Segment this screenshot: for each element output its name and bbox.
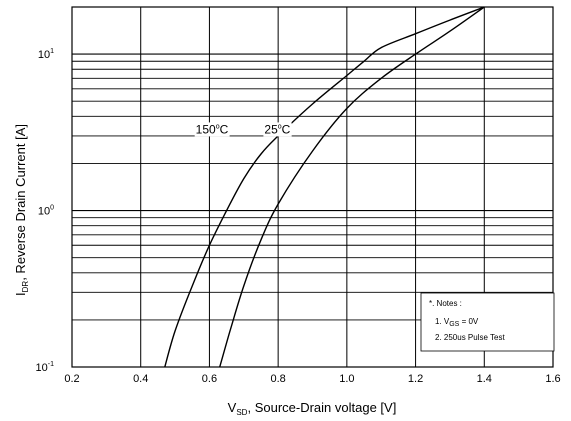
curve-label-0: 150oC — [194, 122, 230, 137]
x-tick-label: 0.8 — [270, 373, 285, 385]
x-tick-label: 0.6 — [202, 373, 217, 385]
x-tick-label: 1.4 — [477, 373, 492, 385]
x-axis-label-rest: , Source-Drain voltage [V] — [247, 400, 396, 415]
x-tick-labels: 0.2 0.4 0.6 0.8 1.0 1.2 1.4 1.6 — [64, 373, 560, 385]
y-tick-base: 10 — [36, 362, 48, 374]
notes-item-1-sub: GS — [449, 321, 459, 328]
notes-item-1-rest: = 0V — [459, 317, 479, 326]
y-tick-label: 101 — [38, 48, 54, 61]
y-tick-base: 10 — [38, 49, 50, 61]
y-tick-exp: 1 — [50, 48, 54, 55]
x-axis-label-sub: SD — [236, 408, 247, 417]
y-tick-label: 100 — [38, 205, 54, 218]
plot-frame — [71, 6, 554, 368]
curve-label-text: 25oC — [264, 122, 290, 136]
curve-label-degree: o — [216, 123, 220, 130]
curve-label-value: 150 — [196, 122, 216, 136]
y-axis-label: IDR, Reverse Drain Current [A] — [13, 124, 30, 296]
curve-label-unit: C — [282, 122, 291, 136]
curve-label-degree: o — [278, 123, 282, 130]
y-tick-label: 10-1 — [36, 361, 55, 374]
x-axis-label-main: V — [228, 400, 237, 415]
curve-labels: 150oC 25oC — [194, 122, 292, 137]
notes-item-2: 2. 250us Pulse Test — [435, 333, 505, 342]
y-axis-label-rest: , Reverse Drain Current [A] — [13, 124, 28, 281]
y-tick-exp: -1 — [48, 361, 54, 368]
x-tick-label: 1.0 — [339, 373, 354, 385]
notes-heading: *. Notes : — [429, 299, 462, 308]
x-tick-label: 0.4 — [133, 373, 148, 385]
notes-box-frame — [420, 292, 555, 352]
curve-label-unit: C — [220, 122, 229, 136]
x-tick-label: 1.6 — [545, 373, 560, 385]
curve-label-bg — [263, 122, 292, 137]
grid — [71, 6, 554, 368]
y-axis-label-sub: DR — [21, 281, 30, 293]
curve-label-value: 25 — [264, 122, 278, 136]
x-tick-label: 1.2 — [408, 373, 423, 385]
curve-label-bg — [194, 122, 230, 137]
notes-box: *. Notes : 1. VGS = 0V 2. 250us Pulse Te… — [420, 292, 555, 352]
y-tick-exp: 0 — [50, 205, 54, 212]
y-tick-base: 10 — [38, 206, 50, 218]
x-tick-label: 0.2 — [64, 373, 79, 385]
notes-item-1: 1. VGS = 0V — [435, 317, 479, 328]
x-axis-label: VSD, Source-Drain voltage [V] — [228, 400, 397, 417]
curve-label-text: 150oC — [196, 122, 229, 136]
notes-item-1-prefix: 1. V — [435, 317, 450, 326]
curve-series-1 — [219, 6, 485, 368]
y-axis-label-main: I — [13, 292, 28, 296]
curve-label-1: 25oC — [263, 122, 292, 137]
